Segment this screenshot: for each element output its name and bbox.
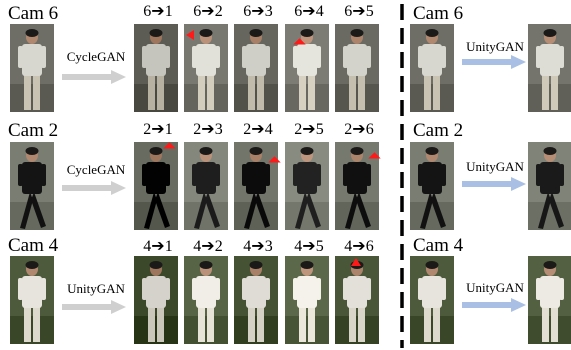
source-person-image-right	[410, 256, 454, 344]
transfer-arrow	[62, 300, 126, 314]
gan-method-label-right: UnityGAN	[466, 159, 524, 174]
transferred-person-image	[134, 142, 178, 230]
transferred-person-image	[184, 142, 228, 230]
transfer-arrow	[62, 70, 126, 84]
transferred-person-image	[335, 24, 379, 112]
transferred-person-image	[134, 256, 178, 344]
transfer-arrow-right	[462, 55, 526, 69]
transferred-person-image	[234, 256, 278, 344]
transfer-label: 2➔5	[294, 121, 324, 138]
transfer-label: 2➔6	[344, 121, 374, 138]
artifact-marker	[351, 258, 361, 266]
unitygan-output-image	[528, 256, 571, 344]
transferred-person-image	[285, 24, 329, 112]
unitygan-output-image	[528, 24, 571, 112]
transfer-arrow-right	[462, 177, 526, 191]
transfer-label: 4➔6	[344, 238, 374, 255]
transfer-arrow	[62, 181, 126, 195]
gan-method-label: CycleGAN	[66, 162, 126, 177]
source-person-image	[10, 142, 54, 230]
source-person-image-right	[410, 24, 454, 112]
source-person-image	[10, 256, 54, 344]
gan-method-label: CycleGAN	[66, 49, 126, 64]
row-cam-label-right: Cam 6	[413, 3, 464, 24]
transferred-person-image	[184, 256, 228, 344]
row-cam-label: Cam 6	[8, 3, 59, 24]
unitygan-output-image	[528, 142, 571, 230]
transfer-label: 6➔2	[193, 3, 223, 20]
transfer-label: 6➔3	[243, 3, 273, 20]
gan-method-label: UnityGAN	[67, 281, 125, 296]
transfer-label: 6➔5	[344, 3, 374, 20]
transferred-person-image	[184, 24, 228, 112]
transfer-label: 2➔4	[243, 121, 273, 138]
transferred-person-image	[285, 142, 329, 230]
transfer-label: 6➔4	[294, 3, 324, 20]
transfer-label: 4➔2	[193, 238, 223, 255]
gan-method-label-right: UnityGAN	[466, 280, 524, 295]
transfer-label: 4➔5	[294, 238, 324, 255]
transferred-person-image	[234, 24, 278, 112]
row-cam-label-right: Cam 4	[413, 235, 464, 256]
transferred-person-image	[134, 24, 178, 112]
dashed-divider	[400, 4, 404, 348]
transfer-label: 4➔3	[243, 238, 273, 255]
row-cam-label-right: Cam 2	[413, 120, 464, 141]
transfer-label: 6➔1	[143, 3, 173, 20]
artifact-marker	[186, 30, 194, 40]
transfer-label: 2➔1	[143, 121, 173, 138]
row-cam-label: Cam 2	[8, 120, 59, 141]
transferred-person-image	[335, 256, 379, 344]
transferred-person-image	[234, 142, 278, 230]
source-person-image	[10, 24, 54, 112]
transfer-label: 2➔3	[193, 121, 223, 138]
transfer-arrow-right	[462, 298, 526, 312]
source-person-image-right	[410, 142, 454, 230]
transferred-person-image	[285, 256, 329, 344]
transfer-label: 4➔1	[143, 238, 173, 255]
gan-method-label-right: UnityGAN	[466, 39, 524, 54]
row-cam-label: Cam 4	[8, 235, 59, 256]
